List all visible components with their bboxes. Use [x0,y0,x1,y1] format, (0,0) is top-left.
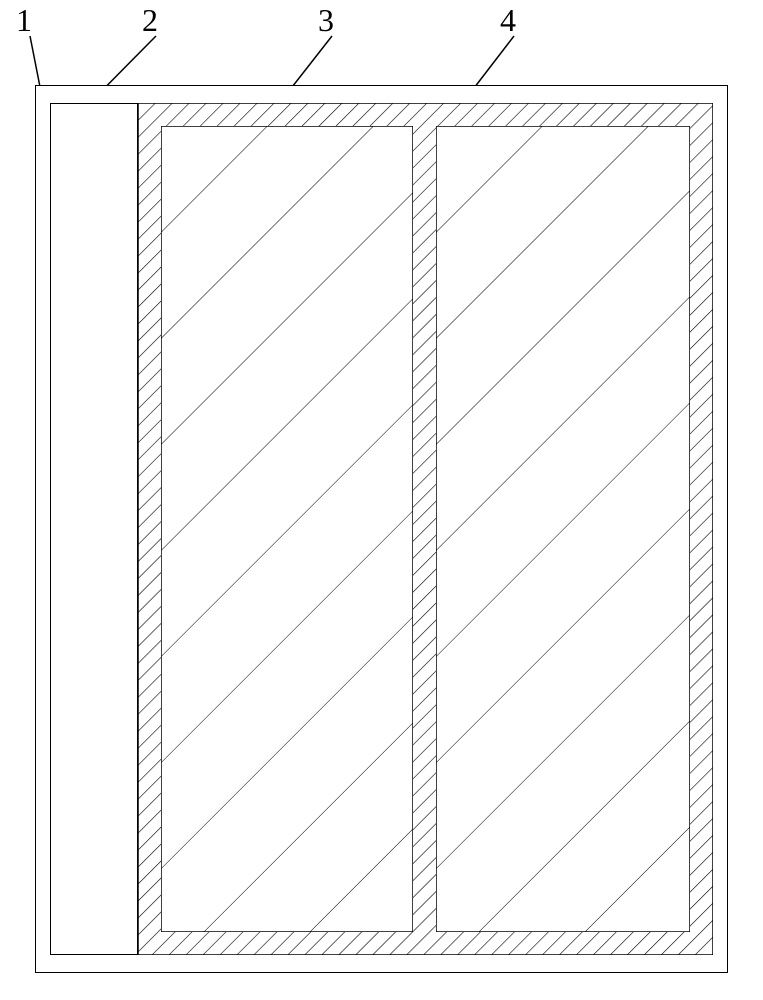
diagram [35,85,728,973]
label-4: 4 [500,2,516,39]
pane-left [161,126,413,932]
label-3: 3 [318,2,334,39]
label-1: 1 [16,2,32,39]
leader-1 [30,36,41,92]
inner-left-box [50,103,138,955]
label-2: 2 [142,2,158,39]
pane-right [436,126,690,932]
